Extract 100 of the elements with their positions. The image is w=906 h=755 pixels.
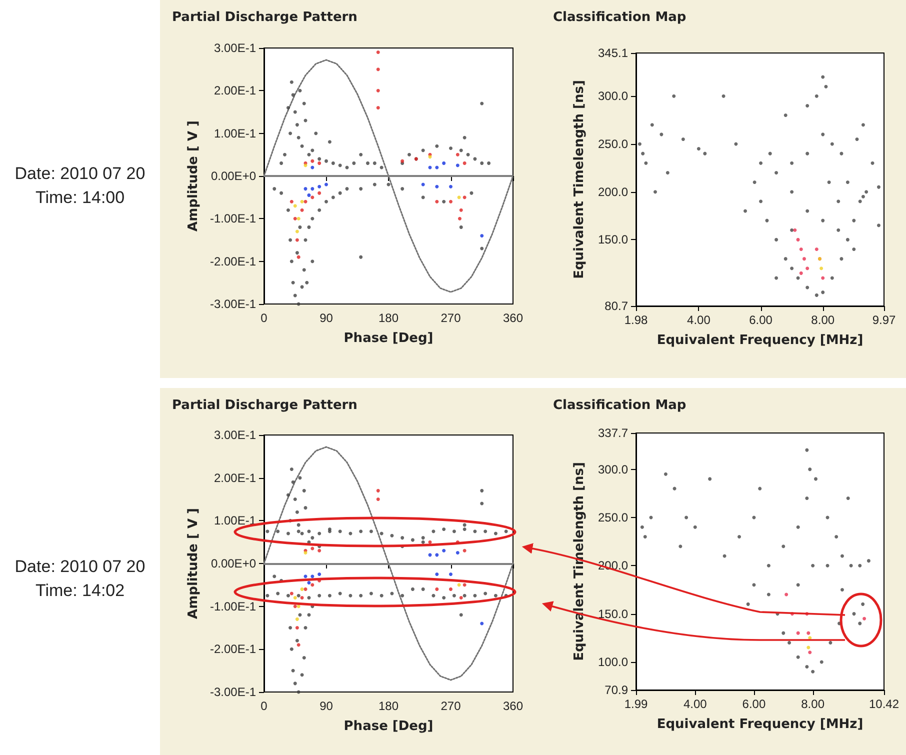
point bbox=[752, 583, 756, 587]
point bbox=[858, 200, 862, 204]
point bbox=[456, 164, 460, 168]
point bbox=[790, 266, 794, 270]
point bbox=[814, 248, 818, 252]
point bbox=[480, 622, 484, 626]
y-tick-label: 3.00E-1 bbox=[214, 41, 256, 55]
y-tick-label: 150.0 bbox=[598, 232, 628, 247]
point bbox=[435, 200, 439, 204]
point bbox=[449, 572, 452, 576]
point bbox=[376, 106, 380, 110]
point bbox=[759, 161, 763, 165]
point bbox=[808, 468, 812, 472]
point bbox=[821, 276, 825, 280]
point bbox=[435, 184, 439, 188]
point bbox=[846, 180, 850, 184]
point bbox=[449, 184, 452, 188]
text: Date: 2010 07 20 bbox=[14, 557, 146, 576]
point bbox=[435, 166, 439, 170]
y-tick-label: 1.00E-1 bbox=[214, 126, 256, 140]
point bbox=[814, 477, 818, 481]
x-tick-label: 4.00 bbox=[687, 313, 711, 327]
y-tick-label: 2.00E-1 bbox=[214, 84, 256, 98]
point bbox=[840, 588, 844, 592]
point bbox=[295, 626, 299, 630]
point bbox=[793, 228, 797, 232]
point bbox=[806, 266, 810, 270]
x-tick-label: 90 bbox=[320, 311, 334, 325]
point bbox=[307, 581, 311, 585]
point bbox=[836, 228, 840, 232]
point bbox=[766, 564, 770, 568]
point bbox=[296, 216, 300, 220]
point bbox=[834, 534, 838, 538]
point bbox=[708, 477, 712, 481]
point bbox=[421, 182, 425, 186]
point bbox=[826, 564, 830, 568]
y-axis-title: Amplitude [ V ] bbox=[186, 508, 201, 619]
x-tick-label: 1.99 bbox=[624, 697, 648, 711]
point bbox=[293, 204, 297, 208]
y-tick-label: 80.7 bbox=[604, 299, 628, 313]
point bbox=[376, 488, 380, 492]
point bbox=[796, 238, 800, 242]
point bbox=[696, 147, 700, 151]
point bbox=[678, 544, 682, 548]
y-tick-label: 150.0 bbox=[598, 606, 628, 621]
point bbox=[821, 132, 825, 136]
point bbox=[840, 257, 844, 261]
point bbox=[449, 587, 452, 591]
point bbox=[744, 209, 748, 213]
point bbox=[376, 50, 380, 54]
point bbox=[790, 190, 794, 194]
x-axis-title: Phase [Deg] bbox=[344, 331, 434, 346]
x-tick-label: 4.00 bbox=[683, 697, 708, 711]
x-axis-title: Phase [Deg] bbox=[344, 719, 434, 734]
point bbox=[852, 612, 856, 616]
x-tick-label: 180 bbox=[378, 311, 399, 325]
y-tick-label: -2.00E-1 bbox=[210, 642, 256, 656]
point bbox=[796, 655, 800, 659]
point bbox=[304, 574, 308, 578]
point bbox=[774, 238, 778, 242]
point bbox=[300, 587, 304, 591]
point bbox=[310, 196, 314, 200]
text: Date: 2010 07 20 bbox=[14, 164, 146, 183]
x-axis-title: Equivalent Frequency [MHz] bbox=[656, 717, 864, 732]
point bbox=[295, 617, 299, 621]
x-tick-label: 360 bbox=[502, 699, 524, 713]
chart-title: Classification Map bbox=[553, 398, 686, 413]
point bbox=[681, 137, 685, 141]
point bbox=[300, 596, 304, 600]
point bbox=[318, 572, 322, 576]
point bbox=[811, 564, 815, 568]
point bbox=[849, 564, 853, 568]
y-axis-title: Equivalent Timelength [ns] bbox=[572, 80, 587, 279]
chart-title: Classification Map bbox=[553, 10, 686, 25]
point bbox=[376, 68, 380, 72]
point bbox=[672, 94, 676, 98]
y-tick-label: 300.0 bbox=[598, 89, 628, 104]
point bbox=[640, 525, 644, 529]
point bbox=[304, 551, 308, 555]
point bbox=[821, 290, 825, 294]
point bbox=[759, 200, 763, 204]
y-tick-label: 300.0 bbox=[598, 462, 628, 476]
point bbox=[814, 94, 818, 98]
y-tick-label: -1.00E-1 bbox=[210, 212, 256, 226]
point bbox=[820, 266, 824, 270]
y-tick-label: -3.00E-1 bbox=[210, 685, 256, 699]
x-tick-label: 270 bbox=[440, 311, 462, 325]
point bbox=[672, 486, 676, 490]
point bbox=[830, 276, 834, 280]
point bbox=[864, 190, 868, 194]
point bbox=[799, 271, 803, 275]
point bbox=[862, 616, 866, 620]
y-tick-label: 0.00E+0 bbox=[210, 556, 256, 570]
point bbox=[650, 123, 654, 127]
point bbox=[774, 276, 778, 280]
point bbox=[796, 631, 800, 635]
x-tick-label: 1.98 bbox=[624, 313, 648, 327]
point bbox=[641, 152, 645, 156]
point bbox=[806, 631, 810, 635]
point bbox=[811, 670, 815, 674]
